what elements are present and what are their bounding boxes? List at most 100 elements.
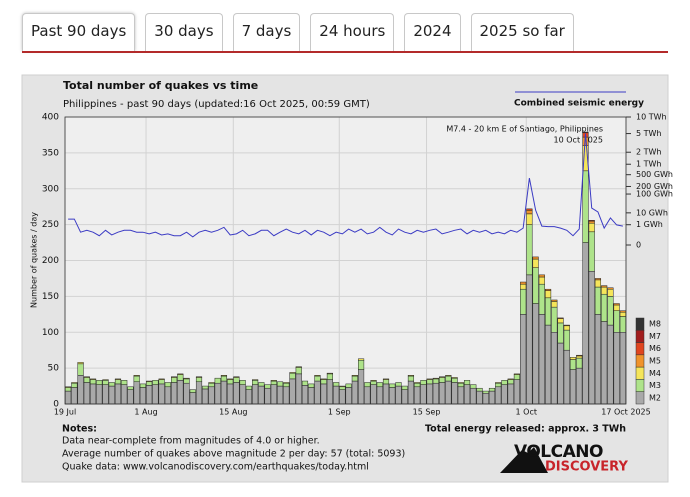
bar-segment (183, 378, 190, 384)
bar-segment (171, 377, 178, 383)
bar-segment (420, 384, 427, 405)
bar-segment (538, 276, 545, 285)
bar-segment (71, 387, 78, 405)
bar-segment (96, 384, 103, 405)
bar-segment (476, 387, 483, 392)
legend-swatch (635, 342, 645, 356)
x-tick-label: 19 Jul (54, 408, 76, 417)
bar-segment (613, 310, 620, 333)
bar-segment (507, 379, 514, 385)
bar-segment (607, 287, 614, 290)
bar-segment (451, 382, 458, 405)
bar-segment (270, 380, 277, 382)
bar-segment (195, 377, 203, 383)
bar-segment (482, 390, 489, 394)
bar-segment (245, 389, 252, 405)
bar-segment (526, 210, 533, 215)
chart-subtitle: Philippines - past 90 days (updated:16 O… (63, 99, 370, 110)
bar-segment (488, 390, 496, 405)
y2-tick-label: 10 GWh (636, 208, 668, 217)
bar-segment (202, 388, 209, 405)
bar-segment (389, 387, 396, 405)
bar-segment (545, 324, 552, 405)
bar-segment (220, 375, 228, 382)
bar-segment (83, 376, 90, 378)
bar-segment (351, 380, 358, 405)
bar-segment (439, 377, 446, 383)
y-tick-label: 150 (42, 292, 59, 302)
bar-segment (601, 286, 608, 295)
bar-segment (252, 380, 259, 385)
bar-segment (551, 306, 558, 333)
bar-segment (613, 332, 620, 405)
bar-segment (133, 375, 140, 377)
bar-segment (619, 310, 626, 313)
bar-segment (183, 377, 190, 380)
bar-segment (594, 286, 602, 315)
tab[interactable]: 24 hours (310, 13, 395, 51)
bar-segment (127, 386, 134, 390)
bar-segment (495, 386, 502, 405)
bar-segment (376, 386, 383, 405)
bar-segment (152, 384, 159, 405)
bar-segment (582, 170, 589, 243)
bar-segment (152, 380, 159, 385)
bar-segment (77, 363, 84, 376)
bar-segment (526, 213, 533, 225)
bar-segment (289, 372, 296, 374)
bar-segment (121, 380, 128, 385)
plot-frame (64, 116, 627, 405)
bar-segment (239, 380, 246, 385)
bar-segment (326, 372, 333, 375)
annotation: 10 Oct 2025 (554, 136, 603, 145)
x-tick-label: 17 Oct 2025 (601, 408, 650, 417)
bar-segment (601, 321, 608, 405)
bar-segment (133, 375, 140, 383)
legend-label: M8 (649, 320, 661, 329)
bar-segment (513, 379, 520, 405)
bar-segment (177, 373, 184, 375)
bar-segment (507, 378, 514, 380)
bar-segment (588, 271, 595, 405)
tab-underline (22, 51, 668, 53)
y-tick-label: 0 (53, 400, 59, 410)
bar-segment (358, 369, 365, 405)
tab[interactable]: 2024 (404, 13, 461, 51)
bar-segment (551, 299, 558, 302)
tab[interactable]: 30 days (145, 13, 223, 51)
bar-segment (276, 385, 284, 405)
bar-segment (364, 382, 371, 388)
bar-segment (295, 366, 302, 368)
bar-segment (208, 382, 215, 388)
bar-segment (563, 325, 570, 331)
annotation: M7.4 - 20 km E of Santiago, Philippines (446, 125, 603, 134)
tab[interactable]: 2025 so far (470, 13, 574, 51)
bar-segment (270, 380, 277, 385)
bar-segment (89, 378, 97, 380)
bar-segment (214, 377, 221, 384)
bar-segment (65, 387, 72, 392)
bar-segment (102, 379, 109, 381)
bar-segment (619, 311, 626, 317)
logo-text: VOLCANO (514, 442, 603, 462)
bar-segment (414, 382, 421, 384)
bar-segment (114, 378, 122, 380)
bar-segment (582, 242, 589, 405)
bar-segment (439, 376, 446, 378)
bar-segment (463, 384, 471, 405)
tab[interactable]: 7 days (232, 13, 301, 51)
x-tick-label: 15 Aug (219, 408, 247, 417)
bar-segment (252, 379, 259, 381)
bar-segment (227, 383, 234, 405)
bar-segment (283, 386, 290, 405)
bar-segment (220, 380, 228, 405)
bar-segment (507, 383, 514, 405)
bar-segment (619, 316, 626, 333)
tab[interactable]: Past 90 days (22, 13, 136, 51)
bar-segment (295, 373, 302, 405)
bar-segment (588, 222, 595, 233)
legend-label: M4 (649, 369, 661, 378)
bar-segment (513, 374, 520, 380)
bar-segment (463, 380, 471, 385)
bar-segment (164, 386, 171, 405)
